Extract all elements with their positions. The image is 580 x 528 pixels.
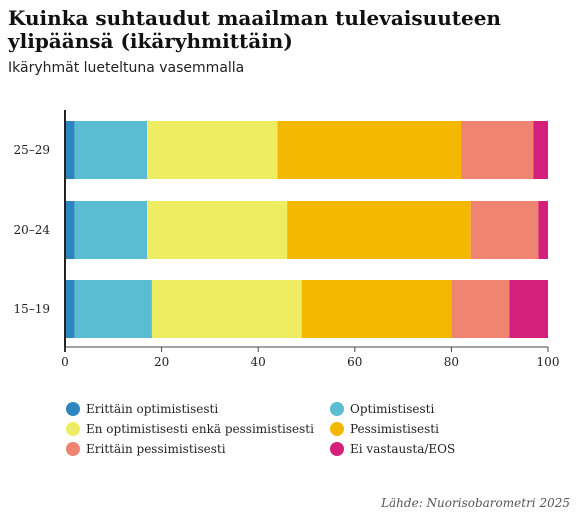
x-tick-label: 100 (537, 355, 560, 369)
legend-swatch (330, 442, 344, 456)
bar-segment-25–29-0 (65, 121, 75, 179)
category-label: 15–19 (13, 302, 50, 316)
bar-segment-25–29-4 (461, 121, 534, 179)
legend-item: Pessimistisesti (330, 422, 439, 436)
bar-segment-15–19-1 (74, 280, 152, 338)
bar-segment-20–24-1 (74, 201, 148, 259)
bar-segment-20–24-0 (65, 201, 75, 259)
bar-segment-25–29-1 (74, 121, 148, 179)
bar-segment-20–24-4 (470, 201, 539, 259)
x-tick-label: 0 (61, 355, 69, 369)
bar-segment-15–19-2 (151, 280, 302, 338)
legend-label: Pessimistisesti (350, 422, 439, 436)
legend-swatch (66, 422, 80, 436)
chart-title: Kuinka suhtaudut maailman tulevaisuuteen… (8, 6, 501, 53)
legend-item: Optimistisesti (330, 402, 434, 416)
chart-subtitle: Ikäryhmät lueteltuna vasemmalla (8, 60, 245, 76)
legend-swatch (66, 402, 80, 416)
legend-label: Ei vastausta/EOS (350, 442, 456, 456)
bar-segment-15–19-0 (65, 280, 75, 338)
bar-segment-15–19-4 (451, 280, 510, 338)
bar-segment-20–24-3 (287, 201, 471, 259)
bar-segment-15–19-3 (301, 280, 452, 338)
legend-label: En optimistisesti enkä pessimistisesti (86, 422, 314, 436)
bar-segment-25–29-5 (533, 121, 548, 179)
bar-segment-15–19-5 (509, 280, 548, 338)
bar-segment-25–29-3 (277, 121, 462, 179)
x-tick-label: 40 (251, 355, 266, 369)
x-tick-label: 80 (444, 355, 459, 369)
x-tick-label: 60 (347, 355, 362, 369)
x-tick-label: 20 (154, 355, 169, 369)
legend-swatch (66, 442, 80, 456)
legend-item: Erittäin pessimistisesti (66, 442, 226, 456)
category-label: 25–29 (13, 143, 50, 157)
bar-segment-25–29-2 (147, 121, 278, 179)
legend-swatch (330, 422, 344, 436)
legend-label: Erittäin optimistisesti (86, 402, 219, 416)
category-label: 20–24 (13, 223, 50, 237)
source-note: Lähde: Nuorisobarometri 2025 (381, 496, 570, 510)
legend-item: Ei vastausta/EOS (330, 442, 455, 456)
legend-swatch (330, 402, 344, 416)
bar-segment-20–24-5 (538, 201, 548, 259)
legend-label: Optimistisesti (350, 402, 435, 416)
bar-segment-20–24-2 (147, 201, 288, 259)
legend-label: Erittäin pessimistisesti (86, 442, 226, 456)
legend-item: En optimistisesti enkä pessimistisesti (66, 422, 314, 436)
legend-item: Erittäin optimistisesti (66, 402, 218, 416)
